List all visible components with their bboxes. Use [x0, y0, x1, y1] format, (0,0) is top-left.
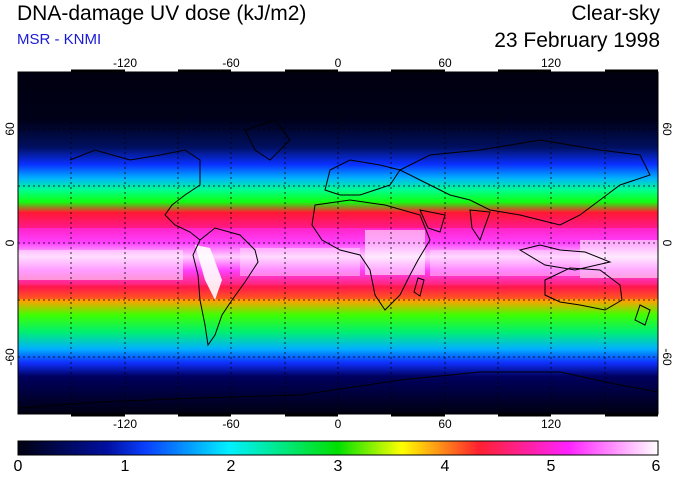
lat-label-left: 60 [3, 122, 17, 136]
frame-tick-bars [71, 69, 658, 417]
andes-uv-maximum [195, 245, 222, 300]
lon-label-bottom: 0 [335, 417, 342, 431]
colorbar-tick-label: 1 [120, 458, 130, 475]
uv-white-band-atlantic [240, 248, 360, 276]
graticule [18, 72, 658, 414]
lat-label-left: -60 [3, 348, 17, 366]
date-label: 23 February 1998 [494, 29, 660, 52]
lat-label-left: 0 [3, 239, 17, 246]
lon-label-bottom: 60 [438, 417, 452, 431]
lon-label-bottom: -120 [113, 417, 137, 431]
source-label: MSR - KNMI [17, 31, 102, 48]
lon-label-top: 0 [335, 56, 342, 70]
colorbar [17, 440, 659, 456]
lon-label-top: -60 [222, 56, 240, 70]
lon-label-top: 120 [541, 56, 561, 70]
uv-white-band-africa [365, 230, 425, 275]
uv-red-north [18, 212, 658, 228]
lon-label-top: 60 [438, 56, 452, 70]
colorbar-tick-label: 6 [651, 458, 661, 475]
lon-label-top: -120 [113, 56, 137, 70]
colorbar-tick-label: 4 [440, 458, 450, 475]
lon-label-bottom: 120 [541, 417, 561, 431]
colorbar-tick-label: 2 [226, 458, 236, 475]
uv-white-band-indian [430, 250, 580, 276]
uv-white-band-west [18, 250, 183, 280]
lat-label-right: 60 [660, 122, 674, 136]
colorbar-tick-label: 3 [333, 458, 343, 475]
colorbar-tick-label: 5 [546, 458, 556, 475]
uv-white-band-east [580, 240, 658, 278]
lat-label-right: 0 [660, 240, 674, 247]
sky-condition-label: Clear-sky [571, 2, 660, 25]
lon-label-bottom: -60 [222, 417, 240, 431]
coastlines [18, 119, 658, 409]
lat-label-right: -60 [660, 348, 674, 366]
map-title: DNA-damage UV dose (kJ/m2) [17, 2, 307, 25]
colorbar-tick-label: 0 [13, 458, 23, 475]
